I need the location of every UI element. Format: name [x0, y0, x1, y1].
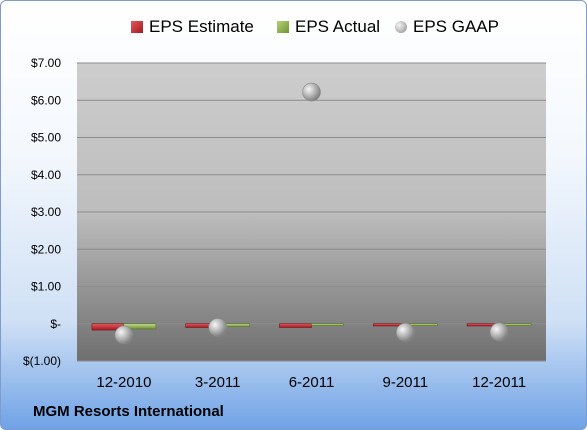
legend-item-eps-gaap: EPS GAAP — [395, 17, 499, 37]
bar-eps-estimate — [279, 323, 312, 328]
y-tick-label: $5.00 — [31, 131, 61, 145]
point-eps-gaap — [489, 322, 509, 342]
x-tick-label: 12-2010 — [96, 374, 151, 391]
chart-plot: $(1.00) $- $1.00 $2.00 $3.00 $4.00 $5.00 $6.00 $… — [23, 56, 546, 391]
legend-swatch-eps-estimate — [131, 21, 143, 33]
legend-swatch-eps-gaap — [395, 21, 407, 33]
point-eps-gaap — [302, 82, 321, 102]
legend-label-eps-actual: EPS Actual — [295, 17, 381, 36]
legend: EPS Estimate EPS Actual EPS GAAP — [1, 17, 586, 43]
x-tick-label: 9-2011 — [383, 374, 429, 391]
legend-swatch-eps-actual — [277, 21, 289, 33]
y-tick-label: $2.00 — [31, 242, 61, 256]
legend-item-eps-estimate: EPS Estimate — [131, 17, 254, 37]
point-eps-gaap — [395, 323, 415, 342]
y-tick-label: $(1.00) — [23, 354, 61, 368]
legend-label-eps-gaap: EPS GAAP — [413, 17, 499, 36]
y-tick-label: $6.00 — [31, 93, 61, 107]
y-tick-label: $1.00 — [31, 280, 61, 294]
bar-eps-actual — [311, 323, 344, 327]
company-name: MGM Resorts International — [33, 403, 224, 420]
legend-label-eps-estimate: EPS Estimate — [149, 17, 254, 36]
point-eps-gaap — [114, 325, 134, 345]
point-eps-gaap — [208, 318, 227, 337]
y-tick-label: $3.00 — [31, 205, 61, 219]
x-tick-label: 12-2011 — [472, 374, 526, 391]
x-tick-label: 6-2011 — [289, 374, 335, 391]
y-tick-label: $- — [50, 317, 61, 331]
y-tick-label: $4.00 — [31, 168, 61, 182]
y-tick-label: $7.00 — [31, 56, 61, 70]
x-tick-label: 3-2011 — [195, 374, 241, 391]
legend-item-eps-actual: EPS Actual — [277, 17, 380, 37]
